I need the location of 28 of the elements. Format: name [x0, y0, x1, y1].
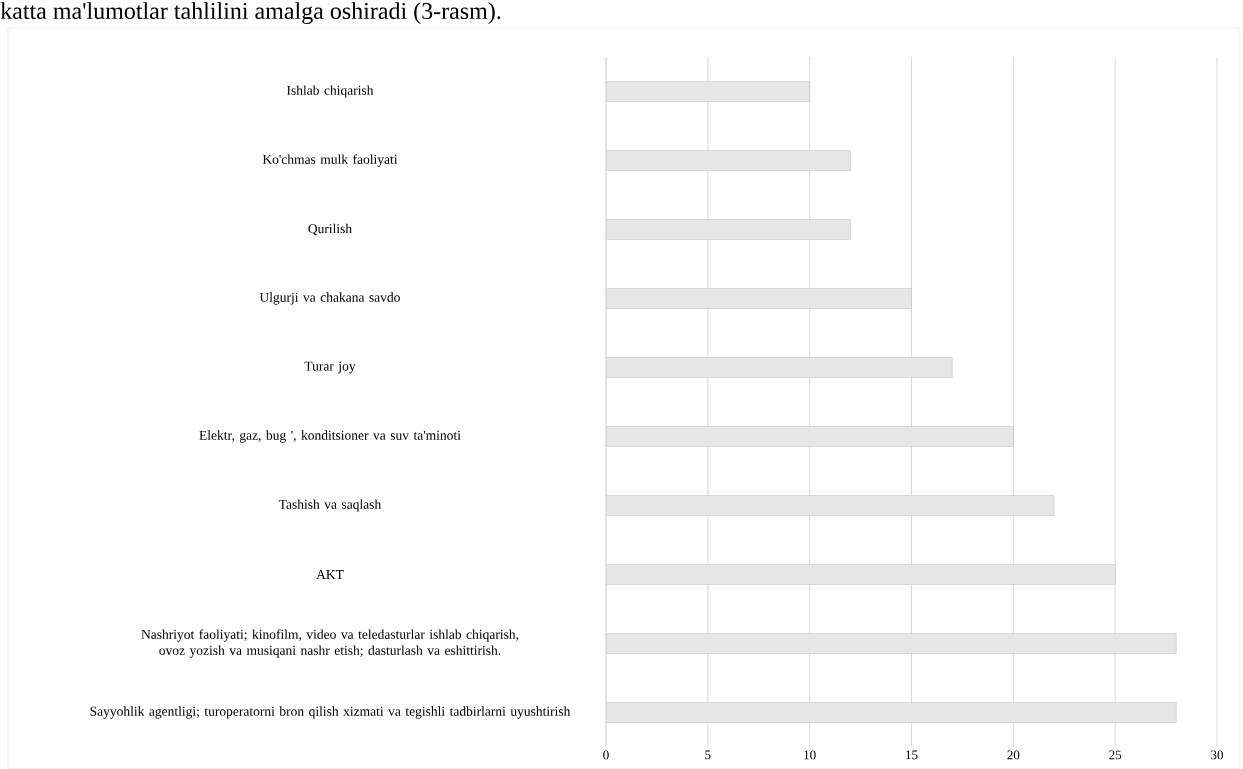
y-tick-label: Ulgurji va chakana savdo: [259, 292, 400, 305]
x-tick-label: 25: [1109, 750, 1122, 760]
y-tick-label: Tashish va saqlash: [278, 499, 382, 512]
y-tick-label: AKT: [316, 570, 344, 579]
y-tick-label: Nashriyot faoliyati; kinofilm, video va teledasturlar ishlab chiqarish, ovoz yozish va musiqani nashr etish; dasturlash va eshittirish.: [141, 629, 519, 658]
y-tick-label: Turar joy: [304, 361, 356, 374]
bar: [605, 150, 851, 171]
bar: [605, 288, 912, 309]
x-tick-label: 5: [705, 750, 711, 760]
bar: [605, 81, 810, 102]
y-tick-label: Qurilish: [308, 223, 352, 236]
y-tick-label: Ko'chmas mulk faoliyati: [262, 154, 398, 167]
bar: [605, 564, 1116, 585]
bar: [605, 219, 851, 240]
x-tick-label: 15: [906, 750, 918, 760]
x-tick-label: 20: [1007, 750, 1020, 760]
y-tick-label: Elektr, gaz, bug ', konditsioner va suv ta'minoti: [199, 430, 461, 443]
x-tick-label: 0: [603, 750, 609, 760]
y-tick-label: Sayyohlik agentligi; turoperatorni bron qilish xizmati va tegishli tadbirlarni uyushtirish: [90, 706, 571, 719]
bar: [605, 357, 953, 378]
bar: [605, 495, 1055, 516]
x-tick-label: 30: [1211, 750, 1224, 760]
bar: [605, 426, 1014, 447]
bar: [605, 702, 1177, 723]
text: katta ma'lumotlar tahlilini amalga oshiradi (3-rasm).: [0, 2, 501, 25]
bar: [605, 633, 1177, 654]
y-tick-label: Ishlab chiqarish: [286, 85, 374, 98]
x-tick-label: 10: [804, 750, 816, 760]
